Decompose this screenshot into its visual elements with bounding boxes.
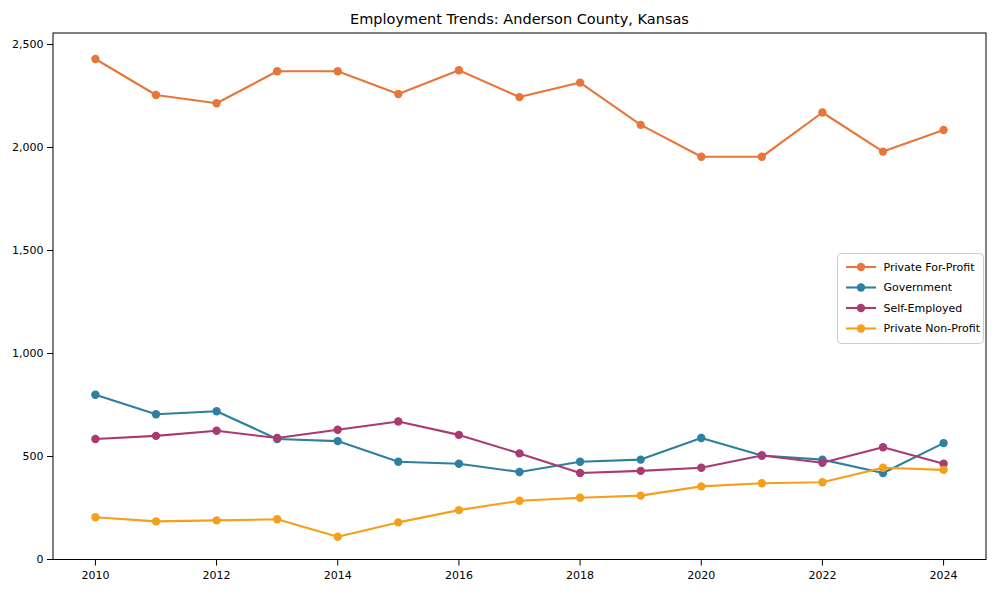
data-point — [637, 121, 645, 129]
y-tick-label: 2,500 — [12, 38, 44, 51]
data-point — [152, 91, 160, 99]
data-point — [818, 459, 826, 467]
data-point — [879, 147, 887, 155]
data-point — [152, 432, 160, 440]
employment-trends-figure: Employment Trends: Anderson County, Kans… — [0, 0, 1000, 600]
x-tick-label: 2018 — [566, 569, 594, 582]
data-point — [455, 506, 463, 514]
legend-label: Self-Employed — [884, 302, 963, 315]
data-point — [697, 153, 705, 161]
data-point — [576, 458, 584, 466]
y-tick-label: 0 — [37, 553, 44, 566]
data-point — [637, 491, 645, 499]
x-tick-label: 2012 — [203, 569, 231, 582]
legend-marker-icon — [857, 324, 865, 332]
x-tick-label: 2016 — [445, 569, 473, 582]
data-point — [758, 153, 766, 161]
series-private-for-profit — [91, 55, 948, 161]
x-tick-label: 2024 — [930, 569, 958, 582]
data-point — [515, 93, 523, 101]
data-point — [394, 90, 402, 98]
data-point — [879, 464, 887, 472]
data-point — [212, 516, 220, 524]
legend-marker-icon — [857, 263, 865, 271]
data-point — [939, 439, 947, 447]
chart-title: Employment Trends: Anderson County, Kans… — [350, 11, 689, 27]
legend-label: Private Non-Profit — [884, 322, 981, 335]
x-tick-label: 2020 — [687, 569, 715, 582]
data-point — [152, 410, 160, 418]
legend: Private For-Profit Government Self-Emplo… — [838, 254, 984, 344]
data-point — [455, 460, 463, 468]
data-point — [334, 67, 342, 75]
data-point — [576, 469, 584, 477]
data-point — [697, 464, 705, 472]
data-point — [394, 458, 402, 466]
data-point — [939, 466, 947, 474]
data-point — [637, 455, 645, 463]
data-point — [394, 417, 402, 425]
data-point — [697, 482, 705, 490]
legend-marker-icon — [857, 304, 865, 312]
data-point — [576, 78, 584, 86]
data-point — [334, 533, 342, 541]
data-point — [91, 513, 99, 521]
data-point — [91, 55, 99, 63]
x-axis: 2010 2012 2014 2016 2018 2020 2022 2024 — [81, 560, 957, 583]
series-line-self-employed — [95, 422, 943, 474]
data-point — [818, 108, 826, 116]
data-point — [212, 407, 220, 415]
data-point — [152, 517, 160, 525]
data-point — [334, 426, 342, 434]
y-tick-label: 1,500 — [12, 244, 44, 257]
data-point — [758, 479, 766, 487]
data-point — [273, 515, 281, 523]
data-point — [212, 427, 220, 435]
data-point — [576, 494, 584, 502]
data-point — [515, 449, 523, 457]
series-layer — [91, 55, 948, 541]
y-axis: 0 500 1,000 1,500 2,000 2,500 — [12, 38, 53, 566]
data-point — [212, 99, 220, 107]
legend-label: Private For-Profit — [884, 261, 976, 274]
line-chart: Employment Trends: Anderson County, Kans… — [0, 0, 1000, 600]
y-tick-label: 500 — [23, 450, 44, 463]
data-point — [515, 497, 523, 505]
y-tick-label: 1,000 — [12, 347, 44, 360]
x-tick-label: 2022 — [808, 569, 836, 582]
data-point — [91, 435, 99, 443]
data-point — [273, 434, 281, 442]
legend-label: Government — [884, 281, 953, 294]
x-tick-label: 2014 — [324, 569, 352, 582]
legend-marker-icon — [857, 283, 865, 291]
data-point — [455, 431, 463, 439]
data-point — [758, 451, 766, 459]
data-point — [455, 66, 463, 74]
series-line-private-for-profit — [95, 59, 943, 157]
data-point — [334, 437, 342, 445]
data-point — [273, 67, 281, 75]
data-point — [394, 518, 402, 526]
data-point — [697, 434, 705, 442]
data-point — [939, 126, 947, 134]
data-point — [879, 443, 887, 451]
data-point — [818, 478, 826, 486]
data-point — [515, 468, 523, 476]
data-point — [91, 391, 99, 399]
x-tick-label: 2010 — [81, 569, 109, 582]
data-point — [637, 467, 645, 475]
y-tick-label: 2,000 — [12, 141, 44, 154]
